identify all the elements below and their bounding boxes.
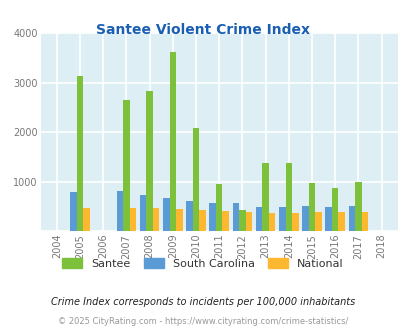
Bar — [302, 206, 308, 231]
Bar — [348, 206, 354, 231]
Bar — [176, 209, 182, 231]
Bar — [325, 207, 331, 231]
Bar — [331, 188, 338, 231]
Bar — [338, 212, 344, 231]
Bar — [163, 198, 169, 231]
Bar — [239, 210, 245, 231]
Bar — [129, 208, 136, 231]
Bar — [83, 208, 90, 231]
Bar — [169, 52, 176, 231]
Bar — [268, 213, 275, 231]
Bar — [209, 203, 215, 231]
Bar — [153, 208, 159, 231]
Bar — [278, 207, 285, 231]
Bar — [215, 184, 222, 231]
Bar — [199, 210, 205, 231]
Text: Crime Index corresponds to incidents per 100,000 inhabitants: Crime Index corresponds to incidents per… — [51, 297, 354, 307]
Bar — [245, 212, 252, 231]
Bar — [192, 128, 199, 231]
Bar — [77, 76, 83, 231]
Bar — [146, 91, 153, 231]
Bar — [116, 191, 123, 231]
Bar — [140, 195, 146, 231]
Bar — [255, 207, 262, 231]
Bar — [222, 212, 228, 231]
Bar — [308, 183, 315, 231]
Bar — [354, 182, 361, 231]
Bar — [285, 163, 291, 231]
Bar — [361, 212, 367, 231]
Text: © 2025 CityRating.com - https://www.cityrating.com/crime-statistics/: © 2025 CityRating.com - https://www.city… — [58, 317, 347, 326]
Bar — [123, 100, 129, 231]
Bar — [70, 192, 77, 231]
Bar — [186, 201, 192, 231]
Bar — [315, 213, 321, 231]
Text: Santee Violent Crime Index: Santee Violent Crime Index — [96, 23, 309, 37]
Legend: Santee, South Carolina, National: Santee, South Carolina, National — [58, 254, 347, 273]
Bar — [262, 163, 268, 231]
Bar — [291, 213, 298, 231]
Bar — [232, 203, 239, 231]
